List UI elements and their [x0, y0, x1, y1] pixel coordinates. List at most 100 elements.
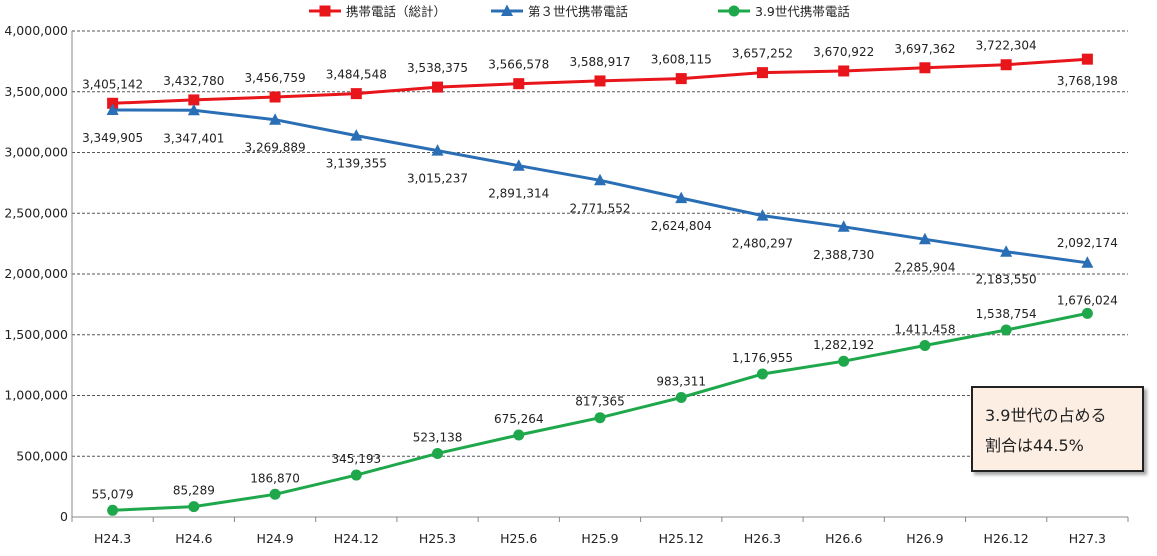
data-label: 345,193 — [331, 452, 381, 466]
data-label: 675,264 — [494, 412, 544, 426]
data-label: 983,311 — [656, 375, 706, 389]
data-point-square — [675, 73, 687, 85]
data-label: 3,657,252 — [732, 47, 793, 61]
annotation-line-2: 割合は44.5% — [985, 436, 1084, 455]
data-label: 1,676,024 — [1057, 293, 1118, 307]
data-point-triangle — [431, 144, 444, 156]
legend-label: 携帯電話（総計） — [346, 4, 446, 19]
x-tick-label: H24.6 — [175, 531, 212, 546]
legend-item: 携帯電話（総計） — [309, 4, 446, 19]
series-line — [112, 108, 1088, 265]
data-point-triangle — [675, 191, 688, 204]
data-point-square — [350, 88, 362, 100]
data-point-square — [1000, 59, 1012, 71]
x-tick-label: H26.3 — [744, 531, 781, 546]
data-point-circle — [269, 488, 281, 500]
data-point-triangle — [512, 159, 525, 171]
y-tick-label: 4,000,000 — [4, 23, 68, 38]
data-label: 2,771,552 — [569, 201, 630, 215]
data-point-circle — [107, 504, 119, 516]
data-point-circle — [728, 5, 740, 17]
data-point-triangle — [1000, 245, 1013, 257]
data-point-circle — [675, 392, 687, 404]
x-tick-label: H24.3 — [94, 531, 131, 546]
data-point-circle — [513, 429, 525, 441]
data-label: 3,670,922 — [813, 45, 874, 59]
data-label: 3,432,780 — [163, 74, 224, 88]
data-label: 3,015,237 — [407, 172, 468, 186]
data-label: 2,092,174 — [1057, 236, 1118, 250]
data-point-triangle — [269, 113, 282, 125]
data-point-circle — [350, 469, 362, 481]
data-label: 186,870 — [250, 471, 300, 485]
x-tick-label: H26.6 — [825, 531, 862, 546]
data-point-square — [269, 91, 281, 103]
data-point-circle — [1000, 324, 1012, 336]
series-layer — [106, 53, 1094, 516]
y-tick-label: 500,000 — [16, 448, 68, 463]
x-tick-label: H27.3 — [1069, 531, 1106, 546]
data-label: 3,608,115 — [651, 53, 712, 67]
data-point-square — [838, 65, 850, 77]
data-point-square — [594, 75, 606, 87]
gridlines — [72, 30, 1128, 457]
data-label: 3,566,578 — [488, 58, 549, 72]
data-point-triangle — [187, 103, 200, 116]
data-label: 3,697,362 — [894, 42, 955, 56]
data-label: 3,768,198 — [1057, 74, 1118, 88]
share-annotation-box: 3.9世代の占める 割合は44.5% — [971, 386, 1144, 472]
data-point-square — [319, 5, 331, 17]
data-label: 3,722,304 — [976, 39, 1037, 53]
y-tick-label: 3,500,000 — [4, 84, 68, 99]
x-tick-label: H25.3 — [419, 531, 456, 546]
x-tick-label: H24.9 — [256, 531, 293, 546]
legend-label: 3.9世代携帯電話 — [755, 4, 850, 19]
data-point-circle — [432, 447, 444, 459]
data-point-square — [1081, 53, 1093, 65]
data-label: 1,538,754 — [976, 307, 1037, 321]
data-point-triangle — [501, 4, 513, 16]
x-tick-label: H25.9 — [581, 531, 618, 546]
data-label: 3,484,548 — [326, 68, 387, 82]
y-tick-label: 0 — [60, 509, 68, 524]
data-label: 3,405,142 — [82, 77, 143, 91]
data-point-triangle — [594, 173, 606, 186]
annotation-line-1: 3.9世代の占める — [985, 406, 1107, 425]
data-point-square — [432, 81, 444, 93]
data-label: 3,538,375 — [407, 61, 468, 75]
data-label: 3,347,401 — [163, 131, 224, 145]
data-label: 817,365 — [575, 395, 625, 409]
x-tick-label: H25.12 — [659, 531, 704, 546]
data-label: 3,269,889 — [245, 141, 306, 155]
data-point-triangle — [837, 220, 850, 232]
data-point-triangle — [918, 232, 931, 245]
x-axis: H24.3 H24.6 H24.9 H24.12 H25.3 H25.6 H25.9 H25.… — [71, 516, 1129, 546]
y-tick-label: 1,000,000 — [4, 388, 68, 403]
y-tick-label: 1,500,000 — [4, 327, 68, 342]
data-point-circle — [594, 412, 606, 424]
data-point-circle — [1081, 307, 1093, 319]
data-point-square — [107, 97, 119, 109]
data-label: 3,139,355 — [326, 157, 387, 171]
data-point-square — [513, 78, 525, 90]
data-label: 2,285,904 — [894, 260, 955, 274]
y-tick-label: 2,500,000 — [4, 205, 68, 220]
data-label: 2,480,297 — [732, 237, 793, 251]
data-point-triangle — [756, 209, 769, 221]
data-label: 1,411,458 — [894, 323, 955, 337]
y-tick-label: 3,000,000 — [4, 145, 68, 160]
data-label: 1,176,955 — [732, 351, 793, 365]
data-point-square — [188, 94, 200, 106]
data-label: 3,349,905 — [82, 131, 143, 145]
data-point-circle — [188, 501, 200, 513]
y-axis: 0 500,000 1,000,000 1,500,000 2,000,000 2,500… — [4, 23, 73, 524]
x-tick-label: H26.9 — [906, 531, 943, 546]
data-label: 2,624,804 — [651, 219, 712, 233]
data-label: 55,079 — [92, 487, 134, 501]
legend-label: 第３世代携帯電話 — [528, 4, 628, 19]
data-label: 523,138 — [413, 430, 463, 444]
data-label: 85,289 — [173, 484, 215, 498]
data-label: 2,388,730 — [813, 248, 874, 262]
data-point-square — [919, 62, 931, 74]
